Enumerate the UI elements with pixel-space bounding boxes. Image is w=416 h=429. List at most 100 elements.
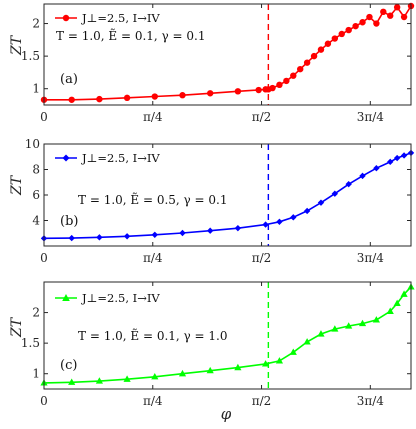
data-point	[359, 172, 366, 180]
x-tick-label: π/4	[143, 394, 163, 408]
data-point	[393, 154, 401, 162]
panel-b: 4 6 8 10 0 π/4 π/2 3π/4 ZT J⊥=2.5, I→IV T = 1.0…	[9, 137, 415, 265]
data-point	[359, 19, 366, 26]
data-point	[290, 214, 297, 221]
legend-marker	[62, 14, 70, 22]
data-point	[179, 229, 186, 237]
panel-b-plot-area: 4 6 8 10 0 π/4 π/2 3π/4	[25, 137, 415, 265]
panel-c: 1 1.5 2 0 π/4 π/2 3π/4 ZT J⊥=2.5, I→IV T = 1.0…	[9, 281, 415, 423]
panel-label: (c)	[60, 358, 77, 373]
legend-marker	[62, 294, 70, 301]
x-tick-label: 3π/4	[357, 110, 385, 124]
y-tick-label: 6	[32, 188, 40, 202]
data-point	[303, 59, 311, 66]
data-point	[276, 218, 283, 225]
data-point	[123, 233, 131, 240]
legend-label: J⊥=2.5, I→IV	[81, 11, 160, 25]
data-point	[345, 322, 353, 329]
legend-marker	[62, 154, 70, 162]
data-point	[68, 234, 75, 242]
data-point	[317, 330, 325, 337]
data-point	[338, 30, 345, 38]
y-tick-label: 1.5	[21, 336, 40, 350]
data-point	[283, 77, 290, 85]
data-point	[68, 96, 75, 103]
x-tick-label: 3π/4	[357, 394, 385, 408]
panel-a-legend: J⊥=2.5, I→IV	[55, 11, 160, 25]
data-point	[317, 46, 325, 53]
x-tick-label: 0	[40, 394, 48, 408]
data-point	[290, 72, 297, 79]
data-point	[331, 35, 339, 42]
panel-c-frame	[43, 281, 412, 390]
x-tick-label: π/2	[252, 110, 272, 124]
data-point	[255, 86, 262, 94]
data-point	[151, 372, 159, 380]
data-point	[352, 22, 359, 30]
y-tick-label: 2	[32, 17, 40, 31]
x-tick-label: 0	[40, 251, 48, 265]
data-point	[151, 231, 158, 238]
y-tick-label: 2	[32, 306, 40, 320]
data-point	[303, 207, 311, 215]
panel-c-ylabel: ZT	[9, 316, 25, 338]
x-tick-label: 0	[40, 110, 48, 124]
data-point	[373, 20, 380, 27]
data-point	[400, 152, 408, 159]
parameter-annotation: T = 1.0, Ẽ = 0.1, γ = 0.1	[56, 28, 206, 43]
data-point	[387, 158, 394, 166]
data-point	[68, 378, 76, 385]
parameter-annotation: T = 1.0, Ẽ = 0.5, γ = 0.1	[78, 192, 228, 207]
data-point	[297, 65, 304, 73]
data-point	[234, 88, 242, 95]
data-point	[275, 357, 284, 364]
data-point	[206, 366, 214, 374]
x-tick-label: 3π/4	[357, 251, 385, 265]
panel-b-legend: J⊥=2.5, I→IV	[55, 151, 160, 165]
x-axis-label: φ	[221, 405, 232, 423]
data-point	[400, 290, 408, 297]
data-point	[95, 377, 103, 384]
parameter-annotation: T = 1.0, Ẽ = 0.1, γ = 1.0	[78, 328, 228, 343]
data-point	[289, 348, 297, 355]
data-point	[400, 13, 408, 21]
y-tick-label: 1	[32, 82, 40, 96]
data-point	[310, 52, 318, 60]
panel-b-frame	[43, 143, 412, 247]
data-point	[303, 338, 311, 345]
data-point	[393, 4, 401, 11]
y-tick-label: 1	[32, 367, 40, 381]
data-point	[366, 13, 373, 21]
panel-c-legend: J⊥=2.5, I→IV	[55, 291, 160, 305]
y-tick-label: 1.5	[21, 49, 40, 63]
data-point	[373, 165, 380, 172]
data-point	[276, 81, 283, 89]
data-point	[380, 8, 387, 16]
data-point	[269, 84, 276, 92]
data-point	[262, 221, 269, 228]
data-point	[345, 26, 352, 34]
data-point	[331, 325, 339, 332]
panel-a-ylabel: ZT	[9, 34, 25, 56]
legend-label: J⊥=2.5, I→IV	[81, 151, 160, 165]
data-point	[234, 363, 242, 371]
data-point	[206, 227, 214, 234]
panel-label: (b)	[60, 214, 78, 229]
data-point	[317, 199, 325, 206]
panel-c-plot-area: 1 1.5 2 0 π/4 π/2 3π/4	[21, 282, 415, 408]
x-tick-label: π/2	[252, 394, 272, 408]
panel-label: (a)	[60, 72, 78, 87]
data-point	[178, 369, 187, 377]
data-point	[151, 93, 158, 100]
data-point	[324, 40, 332, 47]
x-tick-label: π/4	[143, 110, 163, 124]
x-tick-label: π/4	[143, 251, 163, 265]
panel-a: 1 1.5 2 0 π/4 π/2 3π/4 ZT J⊥=2.5, I→IV T = 1.0…	[9, 2, 415, 124]
data-point	[345, 180, 352, 188]
panel-a-plot-area: 1 1.5 2 0 π/4 π/2 3π/4	[21, 2, 415, 124]
panel-a-frame	[43, 3, 412, 106]
data-point	[387, 12, 394, 19]
data-point	[261, 360, 270, 367]
y-tick-label: 4	[32, 214, 40, 228]
